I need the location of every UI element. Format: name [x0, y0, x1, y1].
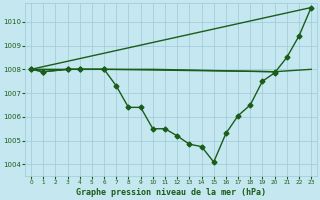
X-axis label: Graphe pression niveau de la mer (hPa): Graphe pression niveau de la mer (hPa): [76, 188, 266, 197]
